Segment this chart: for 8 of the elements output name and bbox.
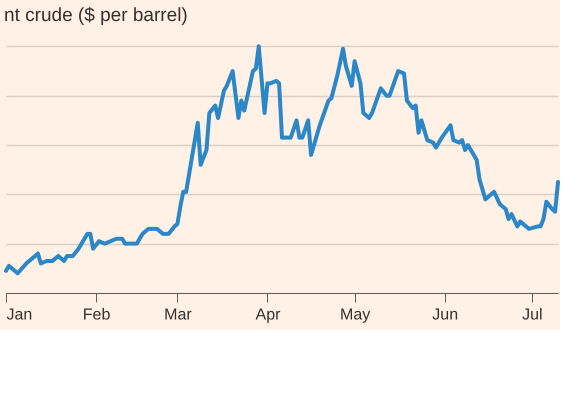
chart-title: nt crude ($ per barrel)	[4, 5, 188, 26]
x-tick-label: Jan	[6, 306, 32, 324]
x-tick-label: Jul	[522, 306, 543, 324]
x-tick-label: Feb	[82, 306, 110, 324]
x-tick-label: Mar	[164, 306, 192, 324]
x-tick-label: Apr	[256, 306, 282, 324]
x-tick-label: May	[340, 306, 370, 324]
x-tick-label: Jun	[432, 306, 458, 324]
